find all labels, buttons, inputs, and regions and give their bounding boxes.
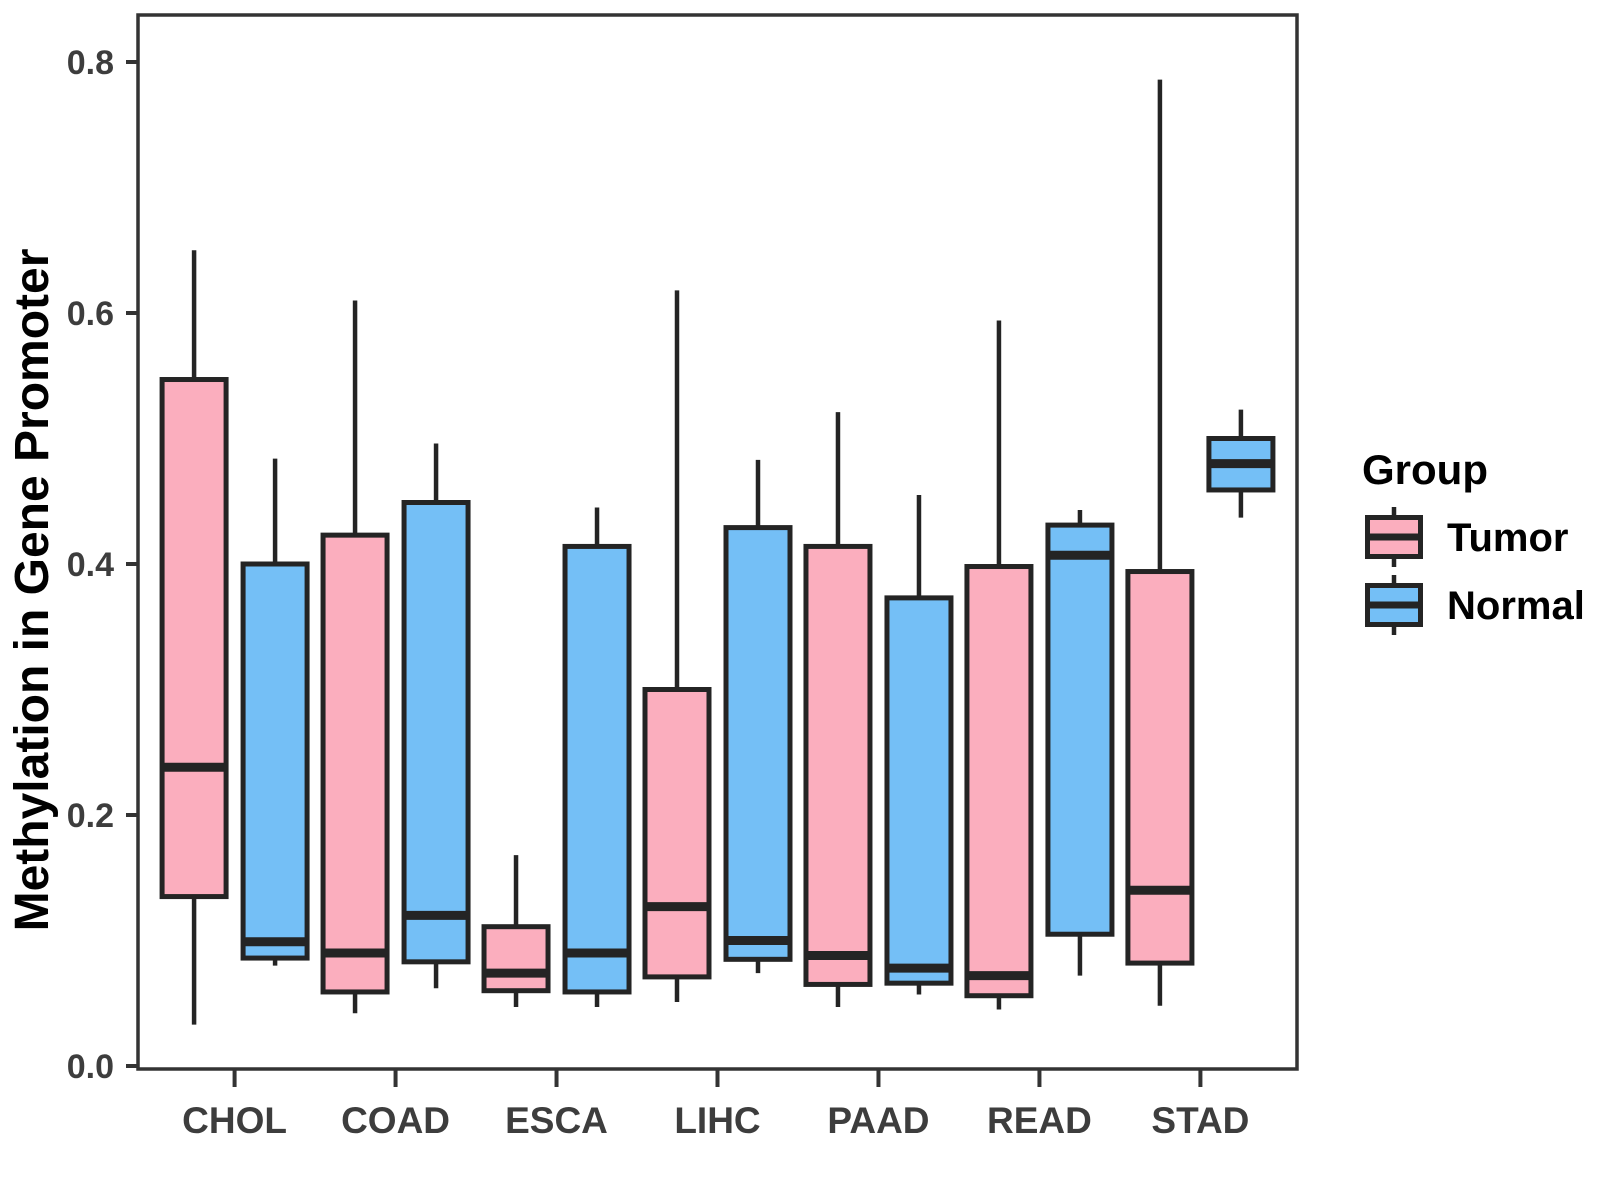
boxplot-read-normal [1045, 510, 1115, 976]
boxplot-coad-normal [401, 443, 471, 989]
iqr-box [803, 543, 873, 987]
x-axis-label-coad: COAD [341, 1100, 450, 1141]
boxplot-chol-tumor [159, 250, 229, 1025]
x-axis-label-read: READ [987, 1100, 1092, 1141]
x-axis-label-lihc: LIHC [674, 1100, 760, 1141]
plot-panel [136, 13, 1299, 1071]
y-axis-tick-label: 0.6 [67, 295, 114, 333]
panel-border [136, 13, 1299, 1071]
x-axis-label-chol: CHOL [182, 1100, 287, 1141]
boxplot-lihc-tumor [642, 290, 712, 1002]
iqr-box [964, 564, 1034, 999]
iqr-box [481, 924, 551, 994]
iqr-box [1045, 522, 1115, 937]
x-axis-label-paad: PAAD [827, 1100, 929, 1141]
iqr-box [1125, 569, 1195, 966]
boxplot-coad-tumor [320, 300, 390, 1014]
y-axis-tick-label: 0.0 [67, 1048, 114, 1086]
boxplot-chol-normal [240, 458, 310, 966]
iqr-box [723, 525, 793, 962]
iqr-box [562, 543, 632, 995]
y-axis-title: Methylation in Gene Promoter [6, 249, 59, 932]
iqr-box [642, 687, 712, 980]
y-axis-tick-label: 0.4 [67, 546, 114, 584]
boxplot-lihc-normal [723, 459, 793, 974]
x-axis-label-stad: STAD [1151, 1100, 1249, 1141]
boxplot-paad-normal [884, 494, 954, 995]
y-axis-tick-label: 0.2 [67, 797, 114, 835]
axes: 0.0 0.2 0.4 0.6 0.8 CHOL COAD ESCA LIHC PAAD READ S… [67, 44, 1250, 1141]
legend-title: Group [1362, 446, 1488, 493]
legend-label-tumor: Tumor [1447, 516, 1568, 560]
boxplot-read-tumor [964, 320, 1034, 1010]
iqr-box [240, 561, 310, 961]
iqr-box [401, 500, 471, 965]
boxplot-stad-tumor [1125, 79, 1195, 1006]
x-axis-label-esca: ESCA [505, 1100, 608, 1141]
boxplot-stad-normal [1206, 409, 1276, 518]
legend-label-normal: Normal [1447, 584, 1585, 628]
iqr-box [159, 377, 229, 900]
boxplot-esca-normal [562, 507, 632, 1008]
boxplot-boxes [159, 79, 1276, 1025]
y-axis-tick-label: 0.8 [67, 44, 114, 82]
legend-item-normal: Normal [1365, 575, 1585, 635]
iqr-box [884, 595, 954, 986]
legend: Group Tumor Normal [1362, 446, 1585, 635]
boxplot-esca-tumor [481, 855, 551, 1008]
iqr-box [320, 532, 390, 995]
boxplot-paad-tumor [803, 412, 873, 1008]
legend-item-tumor: Tumor [1365, 507, 1568, 567]
